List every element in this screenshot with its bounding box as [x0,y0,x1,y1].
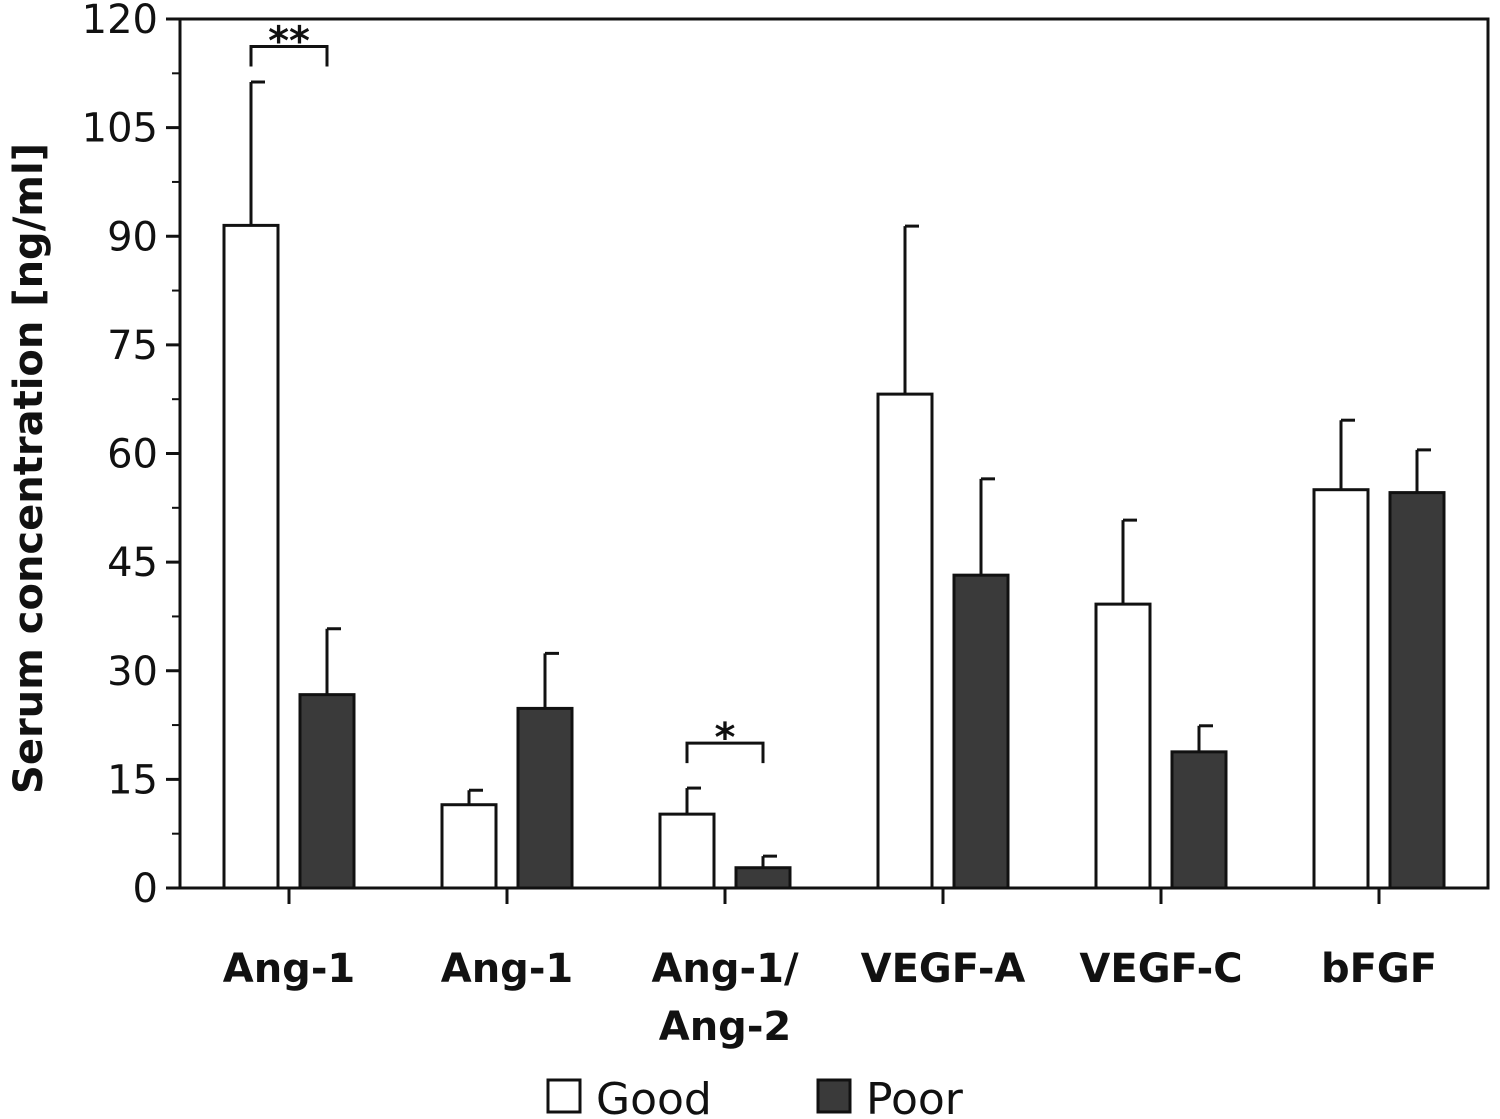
bar-poor [1388,491,1446,890]
y-tick-label: 15 [107,757,158,803]
category-label: VEGF-C [1079,946,1242,992]
legend-label-good: Good [596,1074,712,1119]
y-tick-label: 90 [107,214,158,260]
bars [222,223,1446,890]
bar-poor [298,693,356,890]
axes: 0 15 30 45 60 75 90 105 120 [82,0,1490,912]
category-label: bFGF [1321,946,1437,992]
legend-swatch-good [546,1078,582,1114]
bar-good [222,223,280,890]
y-tick-label: 0 [133,866,158,912]
y-tick-label: 120 [82,0,158,43]
significance-label: ** [268,19,310,65]
significance-markers: *** [249,19,765,764]
legend: Good Poor [546,1074,964,1119]
plot-frame [178,17,1490,890]
legend-label-poor: Poor [866,1074,964,1119]
category-label: Ang-1/ [651,946,799,992]
y-tick-label: 30 [107,649,158,695]
significance-bracket [685,741,765,764]
bar-poor [952,573,1010,890]
significance-label: * [715,715,736,761]
y-tick-label: 75 [107,323,158,369]
bar-poor [734,866,792,890]
y-tick-label: 60 [107,432,158,478]
bar-poor [516,706,574,890]
category-labels: Ang-1 Ang-1 Ang-1/Ang-2 VEGF-A VEGF-C bFGF [223,946,1437,1050]
y-tick-label: 105 [82,106,158,152]
category-label: VEGF-A [861,946,1026,992]
category-label: Ang-1 [441,946,574,992]
bar-good [876,392,934,890]
bar-good [1094,602,1152,890]
category-label: Ang-2 [659,1004,792,1050]
y-axis-title: Serum concentration [ng/ml] [6,143,52,794]
category-label: Ang-1 [223,946,356,992]
y-tick-label: 45 [107,540,158,586]
error-bars [249,80,1431,868]
bar-good [658,812,716,890]
significance-bracket [249,45,329,67]
bar-poor [1170,750,1228,890]
bar-good [1312,488,1370,890]
legend-swatch-poor [816,1078,852,1114]
bar-good [440,803,498,890]
